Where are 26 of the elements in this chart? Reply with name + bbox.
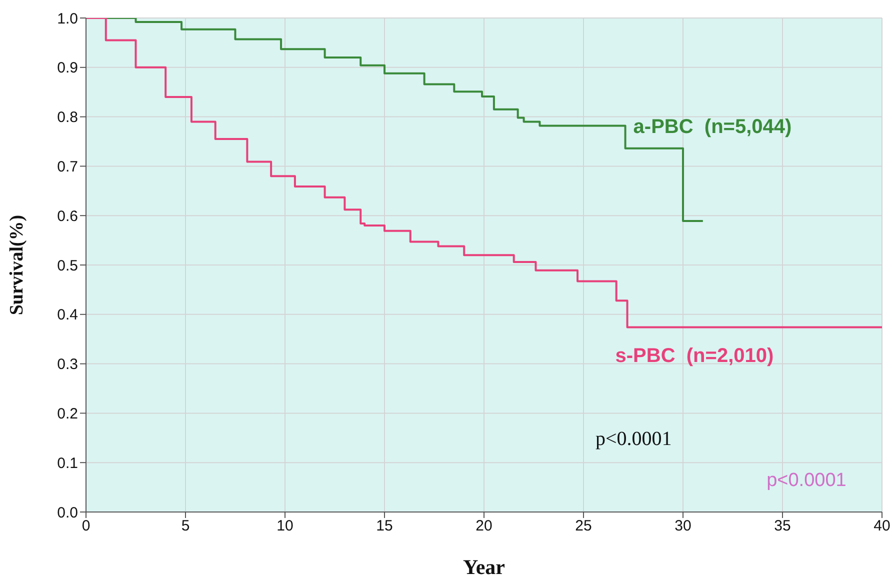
x-tick-label: 40: [874, 518, 890, 535]
y-axis-title: Survival(%): [6, 214, 28, 316]
y-tick-label: 1.0: [57, 10, 78, 28]
x-axis-title: Year: [463, 555, 505, 579]
x-tick-label: 25: [575, 518, 592, 535]
y-tick-label: 0.3: [57, 356, 78, 374]
series-label: s-PBC (n=2,010): [615, 345, 774, 368]
y-tick-label: 0.6: [57, 208, 78, 225]
x-tick-label: 35: [774, 518, 791, 535]
annotation: p<0.0001: [595, 428, 672, 452]
y-tick-label: 0.7: [57, 158, 78, 176]
y-tick-label: 0.8: [57, 109, 78, 126]
y-tick-label: 0.1: [57, 454, 78, 472]
series-label: a-PBC (n=5,044): [633, 116, 792, 139]
y-tick-label: 0.4: [57, 306, 78, 324]
x-tick-label: 15: [376, 518, 393, 535]
x-tick-label: 20: [476, 518, 492, 535]
y-tick-label: 0.0: [57, 504, 78, 522]
x-tick-label: 5: [181, 518, 190, 535]
y-tick-label: 0.9: [57, 60, 78, 77]
y-tick-label: 0.2: [57, 406, 78, 423]
x-tick-label: 30: [674, 518, 692, 535]
x-tick-label: 0: [82, 518, 90, 535]
annotation: p<0.0001: [766, 470, 846, 492]
x-tick-label: 10: [276, 518, 294, 535]
y-tick-label: 0.5: [57, 257, 78, 274]
